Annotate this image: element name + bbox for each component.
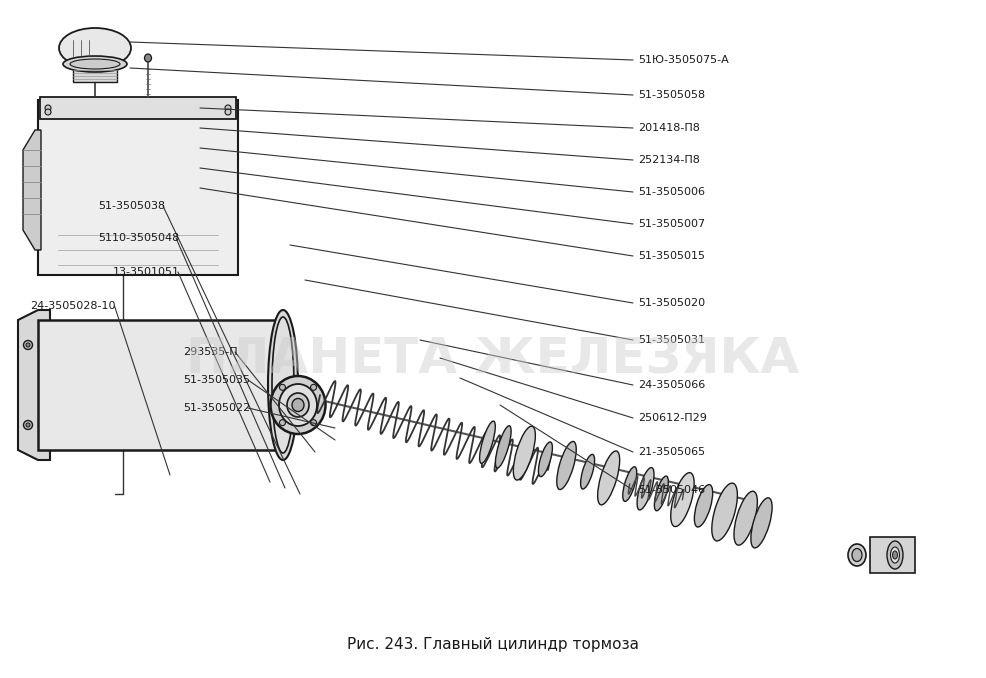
Ellipse shape	[279, 384, 285, 391]
Ellipse shape	[279, 420, 285, 426]
Ellipse shape	[670, 473, 693, 527]
Text: 51Ю-3505075-А: 51Ю-3505075-А	[637, 55, 728, 65]
Ellipse shape	[270, 376, 325, 434]
Ellipse shape	[598, 451, 619, 505]
Ellipse shape	[268, 310, 298, 460]
Ellipse shape	[272, 317, 294, 453]
Ellipse shape	[63, 56, 127, 72]
Ellipse shape	[734, 492, 756, 545]
Bar	[38, 100, 238, 275]
Ellipse shape	[287, 393, 309, 417]
Bar	[73, 68, 117, 82]
Ellipse shape	[59, 28, 131, 68]
Text: 21-3505065: 21-3505065	[637, 447, 704, 457]
Text: 250612-П29: 250612-П29	[637, 413, 706, 423]
Text: 51-3505035: 51-3505035	[182, 375, 249, 385]
Ellipse shape	[694, 485, 712, 527]
Ellipse shape	[311, 384, 317, 391]
Ellipse shape	[654, 476, 668, 511]
Text: 51-3505006: 51-3505006	[637, 187, 704, 197]
Ellipse shape	[26, 343, 30, 347]
Ellipse shape	[45, 105, 51, 111]
Ellipse shape	[311, 420, 317, 426]
Ellipse shape	[225, 105, 231, 111]
Text: 252134-П8: 252134-П8	[637, 155, 699, 165]
Text: 51-3505038: 51-3505038	[98, 201, 165, 211]
Ellipse shape	[292, 399, 304, 412]
Ellipse shape	[45, 109, 51, 115]
Bar	[40, 97, 236, 119]
Ellipse shape	[889, 547, 898, 563]
Ellipse shape	[891, 551, 896, 559]
Ellipse shape	[636, 468, 654, 510]
Ellipse shape	[479, 421, 495, 463]
Text: 51-3505007: 51-3505007	[637, 219, 704, 229]
Text: 13-3501051: 13-3501051	[112, 267, 179, 277]
Ellipse shape	[851, 549, 861, 561]
Ellipse shape	[847, 544, 865, 566]
Bar	[869, 537, 914, 573]
Text: 51-3505022: 51-3505022	[182, 403, 250, 413]
Ellipse shape	[750, 498, 771, 548]
Bar	[38, 320, 283, 450]
Text: 51-3505020: 51-3505020	[637, 298, 704, 308]
Ellipse shape	[144, 54, 151, 62]
Text: 51-3505046: 51-3505046	[637, 485, 704, 495]
Ellipse shape	[26, 423, 30, 427]
Text: 201418-П8: 201418-П8	[637, 123, 699, 133]
Ellipse shape	[24, 420, 33, 429]
Ellipse shape	[225, 109, 231, 115]
Text: 293535-П: 293535-П	[182, 347, 238, 357]
Ellipse shape	[513, 426, 534, 480]
Text: 51-3505058: 51-3505058	[637, 90, 704, 100]
Ellipse shape	[580, 454, 594, 489]
Text: ПЛАНЕТА ЖЕЛЕЗЯКА: ПЛАНЕТА ЖЕЛЕЗЯКА	[186, 336, 799, 384]
Polygon shape	[23, 130, 41, 250]
Text: 51-3505031: 51-3505031	[637, 335, 704, 345]
Text: Рис. 243. Главный цилиндр тормоза: Рис. 243. Главный цилиндр тормоза	[347, 637, 638, 652]
Ellipse shape	[70, 59, 120, 69]
Text: 24-3505028-10: 24-3505028-10	[30, 301, 115, 311]
Ellipse shape	[556, 441, 576, 490]
Text: 51-3505015: 51-3505015	[637, 251, 704, 261]
Text: 5110-3505048: 5110-3505048	[98, 233, 179, 243]
Ellipse shape	[495, 426, 511, 468]
Text: 24-3505066: 24-3505066	[637, 380, 705, 390]
Ellipse shape	[24, 340, 33, 349]
Ellipse shape	[538, 442, 552, 477]
Ellipse shape	[886, 541, 902, 569]
Ellipse shape	[622, 466, 636, 502]
Ellipse shape	[279, 384, 317, 426]
Polygon shape	[18, 310, 50, 460]
Ellipse shape	[711, 483, 737, 541]
